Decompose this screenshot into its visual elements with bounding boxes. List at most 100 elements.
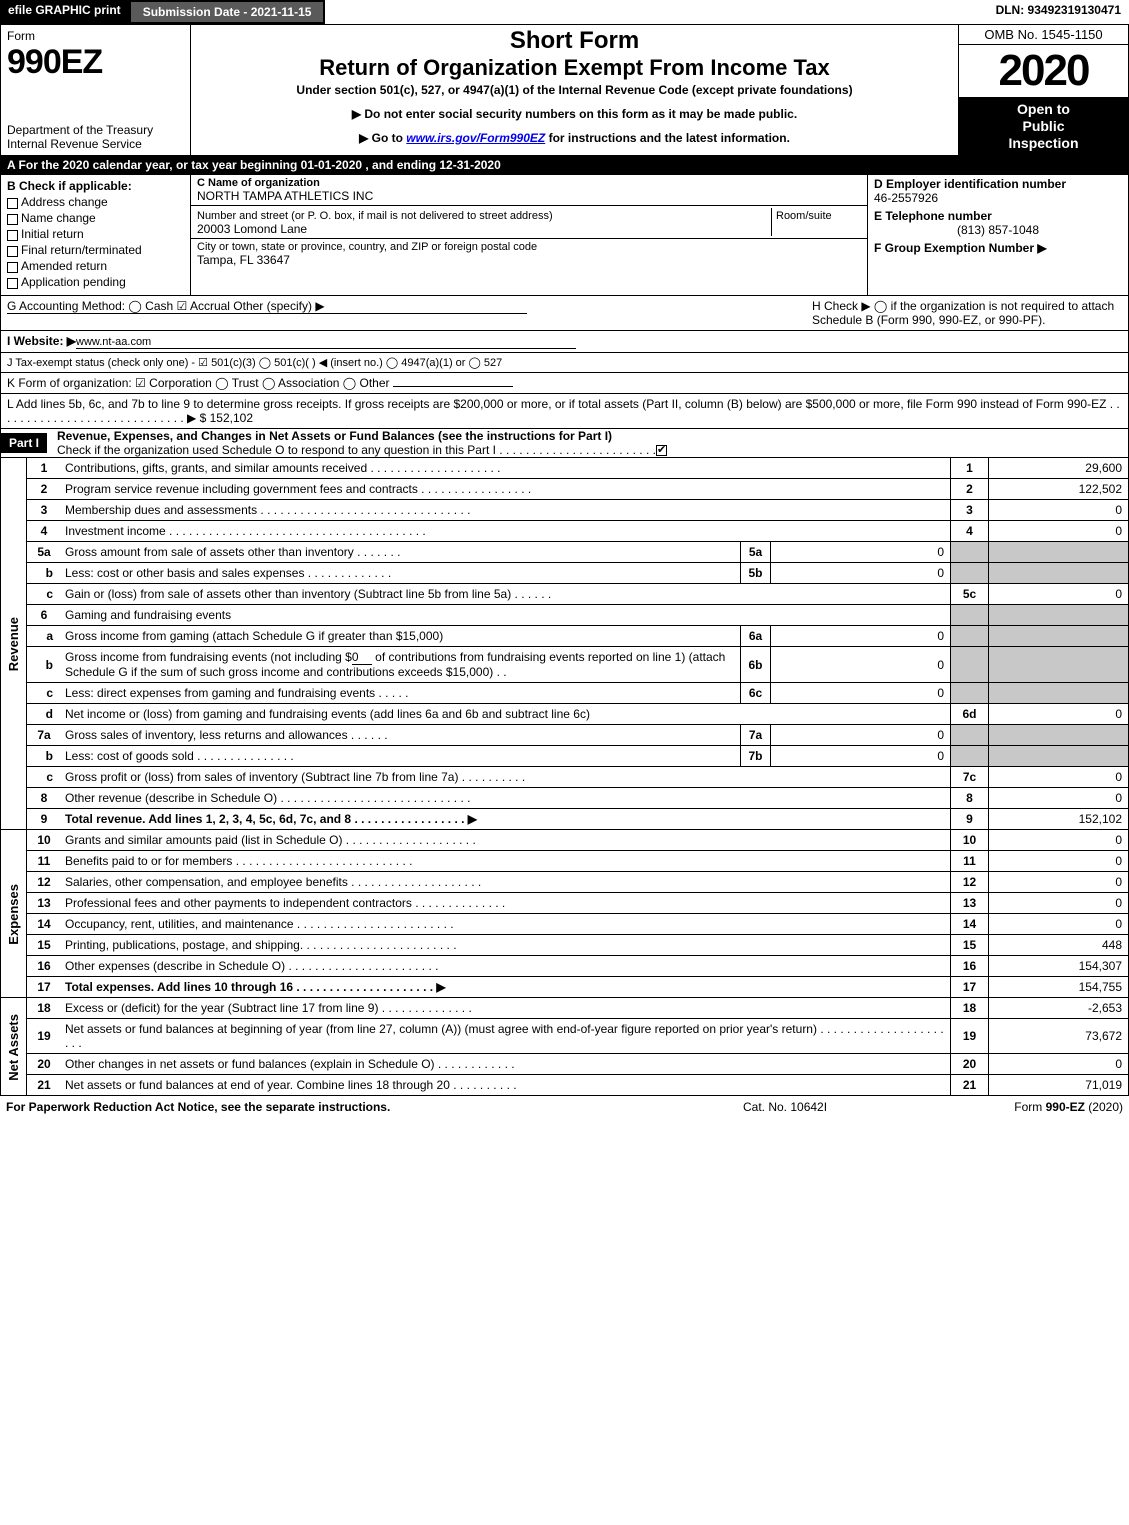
c-addr-row: Number and street (or P. O. box, if mail… [191,206,867,239]
c-name-row: C Name of organization NORTH TAMPA ATHLE… [191,175,867,206]
line-11: 11Benefits paid to or for members . . . … [27,851,1129,872]
section-bcdef: B Check if applicable: Address change Na… [0,175,1129,296]
f-group-exemption: F Group Exemption Number ▶ [868,239,1128,257]
line-15: 15Printing, publications, postage, and s… [27,935,1129,956]
form-label: Form [7,29,184,43]
row-l-gross-receipts: L Add lines 5b, 6c, and 7b to line 9 to … [0,394,1129,429]
line-19: 19Net assets or fund balances at beginni… [27,1019,1129,1054]
title-return: Return of Organization Exempt From Incom… [201,55,948,81]
line-9: 9Total revenue. Add lines 1, 2, 3, 4, 5c… [27,809,1129,830]
row-gh: G Accounting Method: ◯ Cash ☑ Accrual Ot… [0,296,1129,331]
revenue-section: Revenue 1Contributions, gifts, grants, a… [0,458,1129,830]
line-10: 10Grants and similar amounts paid (list … [27,830,1129,851]
submission-date: Submission Date - 2021-11-15 [129,0,326,24]
col-b-checkboxes: B Check if applicable: Address change Na… [1,175,191,295]
irs-link[interactable]: www.irs.gov/Form990EZ [406,131,545,145]
line-5b: bLess: cost or other basis and sales exp… [27,563,1129,584]
net-assets-label-cell: Net Assets [1,998,27,1096]
line-8: 8Other revenue (describe in Schedule O) … [27,788,1129,809]
omb-number: OMB No. 1545-1150 [959,25,1128,45]
header-right: OMB No. 1545-1150 2020 Open to Public In… [958,25,1128,155]
line-6: 6Gaming and fundraising events [27,605,1129,626]
e-phone: E Telephone number (813) 857-1048 [868,207,1128,239]
room-suite-label: Room/suite [776,210,832,222]
row-k-org-form: K Form of organization: ☑ Corporation ◯ … [0,373,1129,394]
net-assets-section: Net Assets 18Excess or (deficit) for the… [0,998,1129,1096]
col-c-org-info: C Name of organization NORTH TAMPA ATHLE… [191,175,868,295]
line-7b: bLess: cost of goods sold . . . . . . . … [27,746,1129,767]
part1-title: Revenue, Expenses, and Changes in Net As… [57,429,675,443]
inspection-badge: Open to Public Inspection [959,97,1128,155]
line-7c: cGross profit or (loss) from sales of in… [27,767,1129,788]
footer-paperwork: For Paperwork Reduction Act Notice, see … [6,1100,743,1114]
phone-value: (813) 857-1048 [874,223,1122,237]
org-address: 20003 Lomond Lane [197,222,771,236]
ein-value: 46-2557926 [874,191,1122,205]
expenses-table: 10Grants and similar amounts paid (list … [27,830,1129,998]
form-header: Form 990EZ Department of the Treasury In… [0,24,1129,156]
chk-initial-return[interactable]: Initial return [7,227,184,241]
part1-label: Part I [1,433,47,453]
line-4: 4Investment income . . . . . . . . . . .… [27,521,1129,542]
efile-graphic-print[interactable]: efile GRAPHIC print [0,0,129,24]
line-20: 20Other changes in net assets or fund ba… [27,1054,1129,1075]
header-left: Form 990EZ Department of the Treasury In… [1,25,191,155]
line-7a: 7aGross sales of inventory, less returns… [27,725,1129,746]
header-center: Short Form Return of Organization Exempt… [191,25,958,155]
chk-final-return[interactable]: Final return/terminated [7,243,184,257]
line-12: 12Salaries, other compensation, and empl… [27,872,1129,893]
page-footer: For Paperwork Reduction Act Notice, see … [0,1096,1129,1118]
row-j-tax-exempt: J Tax-exempt status (check only one) - ☑… [0,353,1129,373]
website-value: www.nt-aa.com [76,336,576,349]
line-14: 14Occupancy, rent, utilities, and mainte… [27,914,1129,935]
line-21: 21Net assets or fund balances at end of … [27,1075,1129,1096]
revenue-label-cell: Revenue [1,458,27,830]
form-number: 990EZ [7,43,184,82]
note-ssn: ▶ Do not enter social security numbers o… [201,107,948,121]
footer-cat-no: Cat. No. 10642I [743,1100,943,1114]
c-city-row: City or town, state or province, country… [191,239,867,269]
line-2: 2Program service revenue including gover… [27,479,1129,500]
g-accounting-method: G Accounting Method: ◯ Cash ☑ Accrual Ot… [7,299,802,327]
chk-application-pending[interactable]: Application pending [7,275,184,289]
net-assets-table: 18Excess or (deficit) for the year (Subt… [27,998,1129,1096]
subtitle: Under section 501(c), 527, or 4947(a)(1)… [201,83,948,97]
line-1: 1Contributions, gifts, grants, and simil… [27,458,1129,479]
tax-year: 2020 [959,45,1128,97]
line-16: 16Other expenses (describe in Schedule O… [27,956,1129,977]
line-17: 17Total expenses. Add lines 10 through 1… [27,977,1129,998]
part1-header: Part I Revenue, Expenses, and Changes in… [0,429,1129,458]
line-13: 13Professional fees and other payments t… [27,893,1129,914]
expenses-section: Expenses 10Grants and similar amounts pa… [0,830,1129,998]
line-5c: cGain or (loss) from sale of assets othe… [27,584,1129,605]
dln-number: DLN: 93492319130471 [988,0,1129,24]
chk-address-change[interactable]: Address change [7,195,184,209]
h-schedule-b: H Check ▶ ◯ if the organization is not r… [802,299,1122,327]
org-city: Tampa, FL 33647 [197,253,861,267]
col-def: D Employer identification number 46-2557… [868,175,1128,295]
b-title: B Check if applicable: [7,179,184,193]
note-link: ▶ Go to www.irs.gov/Form990EZ for instru… [201,131,948,145]
line-6b: b Gross income from fundraising events (… [27,647,1129,683]
line-18: 18Excess or (deficit) for the year (Subt… [27,998,1129,1019]
expenses-label-cell: Expenses [1,830,27,998]
part1-checkbox[interactable] [656,445,667,456]
department-label: Department of the Treasury Internal Reve… [7,123,184,151]
line-3: 3Membership dues and assessments . . . .… [27,500,1129,521]
chk-amended-return[interactable]: Amended return [7,259,184,273]
line-6d: dNet income or (loss) from gaming and fu… [27,704,1129,725]
line-6a: aGross income from gaming (attach Schedu… [27,626,1129,647]
footer-form-ref: Form 990-EZ (2020) [943,1100,1123,1114]
revenue-table: 1Contributions, gifts, grants, and simil… [27,458,1129,830]
row-a-tax-year: A For the 2020 calendar year, or tax yea… [0,156,1129,175]
title-short-form: Short Form [201,27,948,55]
part1-check-text: Check if the organization used Schedule … [57,443,675,457]
top-bar: efile GRAPHIC print Submission Date - 20… [0,0,1129,24]
chk-name-change[interactable]: Name change [7,211,184,225]
gross-receipts-value: 152,102 [210,411,253,425]
line-5a: 5aGross amount from sale of assets other… [27,542,1129,563]
d-ein: D Employer identification number 46-2557… [868,175,1128,207]
org-name: NORTH TAMPA ATHLETICS INC [197,189,861,203]
row-i-website: I Website: ▶www.nt-aa.com [0,331,1129,353]
line-6c: cLess: direct expenses from gaming and f… [27,683,1129,704]
